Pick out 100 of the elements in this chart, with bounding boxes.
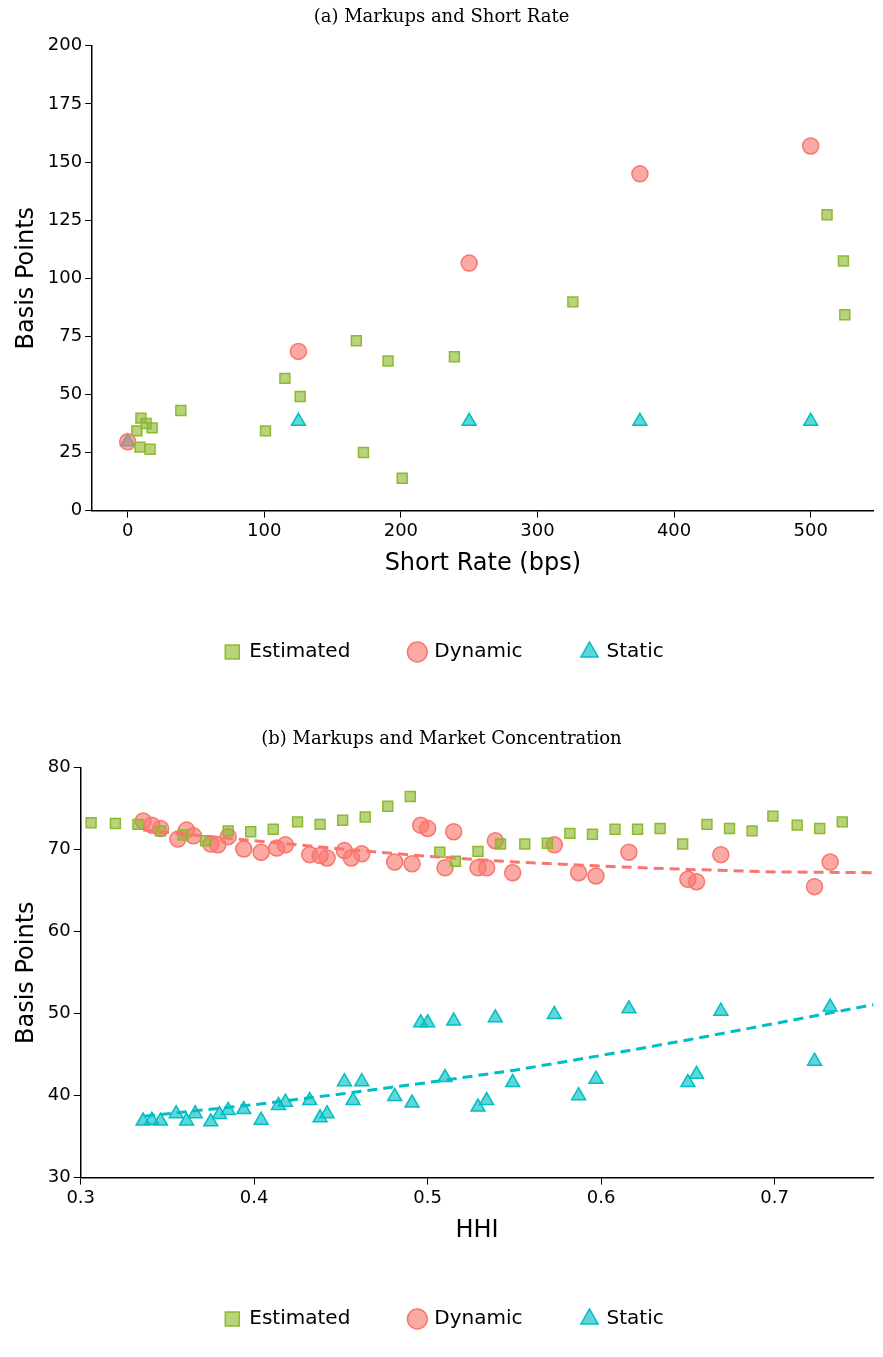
point	[403, 854, 421, 873]
point	[570, 1086, 587, 1101]
point	[203, 1113, 219, 1127]
point	[419, 1013, 436, 1028]
point	[837, 255, 850, 267]
point	[359, 811, 371, 823]
point	[546, 1005, 562, 1020]
point	[277, 1093, 294, 1107]
point	[688, 1065, 705, 1080]
point	[805, 877, 824, 896]
point	[723, 822, 736, 835]
point	[291, 816, 304, 828]
point	[767, 810, 779, 822]
point	[404, 790, 417, 803]
point	[294, 390, 306, 403]
x-tick-label: 0.7	[760, 1186, 789, 1208]
point	[444, 822, 463, 841]
y-tick-label: 80	[47, 755, 71, 777]
x-axis-title: Short Rate (bps)	[384, 547, 582, 576]
point	[654, 822, 666, 835]
point	[801, 137, 820, 155]
point	[314, 818, 326, 831]
point	[152, 1112, 169, 1126]
point	[632, 412, 648, 427]
point	[134, 441, 146, 453]
x-tick-label: 100	[247, 519, 282, 541]
y-tick-label: 125	[47, 207, 83, 229]
point	[470, 1098, 486, 1112]
point	[504, 1073, 521, 1088]
y-tick-label: 60	[47, 919, 71, 941]
point	[357, 446, 370, 459]
point	[289, 342, 308, 361]
legend-label: Static	[606, 638, 664, 663]
chart-title: (b) Markups and Market Concentration	[260, 726, 623, 750]
point	[806, 1052, 823, 1066]
legend-label: Estimated	[249, 638, 351, 663]
point	[131, 425, 143, 437]
point	[477, 859, 496, 877]
point	[621, 1000, 637, 1014]
y-tick-label: 175	[47, 91, 83, 113]
point	[586, 828, 599, 840]
point	[290, 412, 307, 427]
point	[354, 1072, 370, 1087]
point	[436, 859, 454, 877]
legend-label: Static	[606, 1305, 664, 1330]
point	[564, 827, 576, 840]
x-tick-label: 0.3	[66, 1186, 96, 1208]
point	[252, 843, 270, 861]
point	[385, 853, 404, 871]
point	[567, 296, 579, 308]
point	[318, 849, 336, 867]
y-tick-label: 50	[47, 1001, 71, 1023]
point	[382, 800, 394, 813]
point	[802, 412, 819, 427]
x-tick-label: 0	[121, 519, 134, 541]
x-tick-label: 300	[520, 519, 555, 541]
point	[503, 863, 522, 882]
y-tick-label: 25	[59, 440, 83, 462]
point	[609, 823, 621, 835]
legend-label: Dynamic	[434, 1305, 523, 1330]
point	[175, 404, 187, 417]
point	[839, 308, 851, 321]
point	[822, 998, 838, 1012]
y-axis-title: Basis Points	[10, 206, 39, 350]
point	[461, 412, 477, 427]
point	[713, 1002, 729, 1016]
point	[253, 1111, 269, 1125]
point	[245, 826, 257, 838]
point	[319, 1104, 335, 1119]
point	[631, 823, 644, 835]
point	[791, 819, 803, 831]
x-tick-label: 500	[793, 519, 828, 541]
point	[267, 823, 279, 835]
x-tick-label: 0.6	[586, 1186, 616, 1208]
x-tick-label: 200	[383, 519, 419, 541]
point	[350, 335, 363, 347]
y-tick-label: 40	[47, 1083, 71, 1105]
y-tick-label: 100	[47, 265, 83, 287]
point	[712, 845, 730, 864]
legend-label: Estimated	[249, 1305, 351, 1330]
chart-title: (a) Markups and Short Rate	[312, 4, 571, 28]
point	[746, 825, 758, 837]
x-axis-title: HHI	[455, 1214, 499, 1243]
point	[336, 814, 349, 826]
point	[680, 1073, 696, 1088]
point	[382, 355, 394, 367]
x-tick-label: 400	[656, 519, 692, 541]
y-tick-label: 75	[59, 323, 83, 345]
point	[814, 822, 826, 835]
point	[312, 1109, 328, 1123]
point	[588, 1070, 604, 1084]
point	[478, 1091, 495, 1106]
point	[487, 1009, 503, 1023]
legend-label: Dynamic	[434, 638, 523, 663]
point	[676, 838, 689, 850]
point	[404, 1094, 420, 1108]
point	[836, 816, 848, 828]
y-axis-title: Basis Points	[10, 901, 39, 1044]
point	[448, 351, 461, 363]
point	[687, 872, 706, 891]
